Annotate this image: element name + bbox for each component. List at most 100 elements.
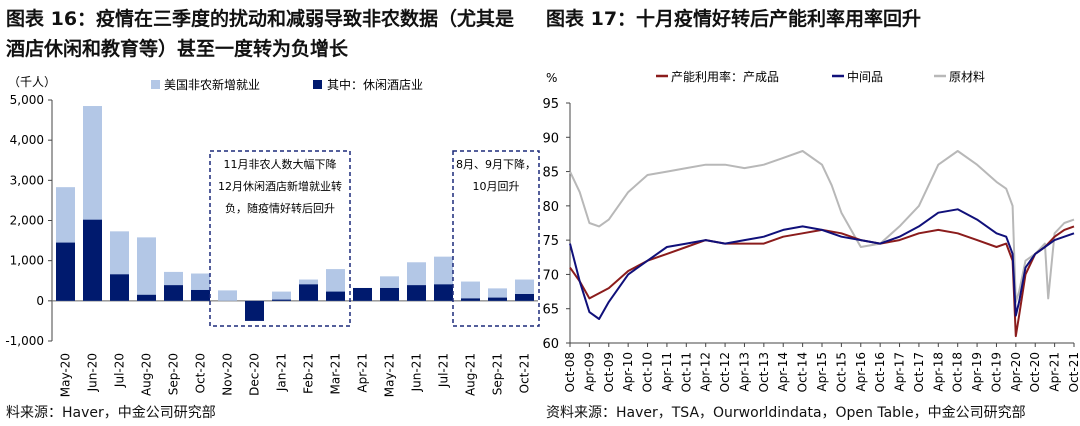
x-tick-label: Oct-20 bbox=[1028, 352, 1042, 392]
bar-total bbox=[515, 279, 534, 301]
left-figure-title: 图表 16：疫情在三季度的扰动和减弱导致非农数据（尤其是酒店休闲和教育等）甚至一… bbox=[6, 8, 515, 60]
series-line-finished bbox=[569, 225, 1075, 338]
y-tick-label: 70 bbox=[542, 268, 559, 283]
right-source-note: 资料来源：Haver，TSA，Ourworldindata，Open Table… bbox=[546, 405, 1026, 421]
x-tick-label: Oct-12 bbox=[718, 352, 732, 392]
y-tick-label: 0 bbox=[36, 294, 44, 308]
right-line-chart: % 60 65 70 75 80 85 90 95 Oct-08 Apr-09 Oct-09 Apr-1… bbox=[542, 69, 1080, 392]
x-tick-label: Oct-21 bbox=[518, 353, 532, 393]
x-tick-label: Oct-15 bbox=[834, 352, 848, 392]
y-tick-label: 90 bbox=[542, 131, 559, 146]
bar-leisure bbox=[434, 284, 453, 301]
x-tick-label: Jun-20 bbox=[86, 353, 100, 392]
bar-total bbox=[83, 106, 102, 301]
y-tick-label: 75 bbox=[542, 234, 559, 249]
x-tick-label: Oct-21 bbox=[1067, 352, 1080, 392]
y-tick-label: 3,000 bbox=[10, 173, 44, 187]
bar-total bbox=[407, 262, 426, 301]
annotation-text: 负，随疫情好转后回升 bbox=[225, 201, 335, 215]
x-tick-label: Apr-12 bbox=[699, 352, 713, 392]
x-tick-label: Sep-20 bbox=[167, 353, 181, 395]
bar-total bbox=[137, 237, 156, 301]
y-tick-label: 95 bbox=[542, 97, 559, 112]
x-tick-label: Oct-11 bbox=[679, 352, 693, 392]
bar-leisure bbox=[191, 289, 210, 301]
annotation-text: 11月非农人数大幅下降 bbox=[224, 157, 337, 171]
x-tick-label: Apr-21 bbox=[1048, 352, 1062, 392]
x-tick-label: Apr-20 bbox=[1009, 352, 1023, 392]
y-tick-label: 5,000 bbox=[10, 93, 44, 107]
legend-label-intermediate: 中间品 bbox=[847, 69, 883, 84]
x-tick-label: Apr-14 bbox=[776, 352, 790, 392]
bar-total bbox=[461, 281, 480, 301]
x-tick-label: Apr-19 bbox=[970, 352, 984, 392]
bar-leisure bbox=[272, 299, 291, 301]
bar-leisure bbox=[326, 291, 345, 301]
left-figure: 图表 16：疫情在三季度的扰动和减弱导致非农数据（尤其是酒店休闲和教育等）甚至一… bbox=[5, 8, 540, 421]
x-tick-label: Apr-18 bbox=[931, 352, 945, 392]
bar-total bbox=[245, 300, 264, 313]
bar-total bbox=[272, 291, 291, 301]
bar-total bbox=[353, 289, 372, 301]
x-tick-label: Jul-20 bbox=[113, 353, 127, 388]
annotation-text: 12月休闲酒店新增就业转 bbox=[218, 179, 342, 193]
y-tick-label: 4,000 bbox=[10, 133, 44, 147]
y-tick-label: 80 bbox=[542, 200, 559, 215]
x-tick-label: Oct-20 bbox=[194, 353, 208, 393]
bar-leisure bbox=[110, 274, 129, 301]
bar-total bbox=[164, 271, 183, 301]
bar-leisure bbox=[245, 300, 264, 321]
x-tick-label: Oct-18 bbox=[951, 352, 965, 392]
legend-label-finished: 产能利用率：产成品 bbox=[671, 69, 779, 84]
y-axis-unit: % bbox=[546, 71, 557, 85]
x-tick-label: Aug-20 bbox=[140, 353, 154, 396]
right-figure: 图表 17：十月疫情好转后产能利率用率回升 % 60 65 70 75 80 85 90 95 O… bbox=[540, 0, 1080, 426]
x-tick-label: Oct-09 bbox=[602, 352, 616, 392]
bar-leisure bbox=[353, 287, 372, 301]
y-tick-label: 85 bbox=[542, 166, 559, 181]
right-figure-title: 图表 17：十月疫情好转后产能利率用率回升 bbox=[546, 8, 922, 30]
x-tick-label: Oct-14 bbox=[796, 352, 810, 392]
x-tick-label: Jun-21 bbox=[410, 353, 424, 392]
x-tick-label: Feb-21 bbox=[302, 353, 316, 394]
x-tick-label: Nov-20 bbox=[221, 353, 235, 396]
legend-swatch-leisure bbox=[313, 80, 322, 89]
x-tick-label: Apr-09 bbox=[582, 352, 596, 392]
bar-leisure bbox=[137, 294, 156, 301]
x-tick-label: Dec-20 bbox=[248, 353, 262, 396]
x-tick-label: Apr-17 bbox=[893, 352, 907, 392]
bar-total bbox=[488, 288, 507, 301]
annotation-box bbox=[209, 150, 351, 327]
x-tick-label: May-20 bbox=[59, 353, 73, 397]
legend-label-total: 美国非农新增就业 bbox=[164, 77, 260, 92]
x-tick-label: Oct-19 bbox=[989, 352, 1003, 392]
bar-leisure bbox=[407, 285, 426, 301]
x-tick-label: Jul-21 bbox=[437, 353, 451, 388]
x-tick-label: Sep-21 bbox=[491, 353, 505, 395]
x-tick-label: Oct-17 bbox=[912, 352, 926, 392]
x-tick-label: Mar-21 bbox=[329, 353, 343, 394]
bar-total bbox=[380, 276, 399, 301]
x-tick-label: Apr-21 bbox=[356, 353, 370, 393]
bar-total bbox=[191, 273, 210, 301]
bar-leisure bbox=[515, 294, 534, 301]
y-tick-label: 2,000 bbox=[10, 214, 44, 228]
x-tick-label: Oct-13 bbox=[757, 352, 771, 392]
x-tick-label: Apr-10 bbox=[621, 352, 635, 392]
x-tick-label: Apr-13 bbox=[737, 352, 751, 392]
bar-total bbox=[110, 231, 129, 301]
y-tick-label: 1,000 bbox=[10, 254, 44, 268]
legend-swatch-total bbox=[151, 80, 160, 89]
y-tick-label: 60 bbox=[542, 337, 559, 352]
bar-leisure bbox=[299, 284, 318, 301]
annotation-text: 10月回升 bbox=[473, 180, 520, 193]
series-line-raw bbox=[569, 150, 1075, 303]
bar-leisure bbox=[380, 287, 399, 301]
x-tick-label: Jan-21 bbox=[275, 353, 289, 392]
annotation-text: 8月、9月下降， bbox=[456, 157, 536, 171]
x-tick-label: Apr-16 bbox=[854, 352, 868, 392]
bar-leisure bbox=[56, 242, 75, 301]
bar-leisure bbox=[461, 298, 480, 301]
bar-total bbox=[218, 290, 237, 301]
legend-label-raw: 原材料 bbox=[949, 70, 985, 84]
